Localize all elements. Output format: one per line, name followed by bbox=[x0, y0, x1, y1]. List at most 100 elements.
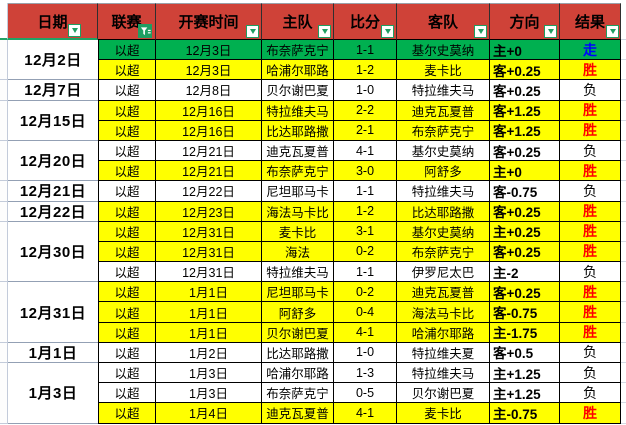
away-team-cell[interactable]: 海法马卡比 bbox=[397, 302, 490, 323]
handicap-direction-cell[interactable]: 客+0.25 bbox=[490, 282, 560, 303]
handicap-direction-cell[interactable]: 主+0 bbox=[490, 40, 560, 61]
kickoff-date-cell[interactable]: 1月3日 bbox=[156, 363, 262, 384]
result-cell[interactable]: 胜 bbox=[560, 120, 621, 141]
score-cell[interactable]: 0-4 bbox=[334, 302, 397, 323]
score-cell[interactable]: 1-1 bbox=[334, 40, 397, 61]
date-cell[interactable]: 12月15日 bbox=[8, 100, 98, 141]
league-cell[interactable]: 以超 bbox=[98, 120, 156, 141]
result-cell[interactable]: 负 bbox=[560, 80, 621, 101]
column-header-league[interactable]: 联赛 bbox=[98, 3, 156, 40]
handicap-direction-cell[interactable]: 客+0.25 bbox=[490, 241, 560, 263]
away-team-cell[interactable]: 阿舒多 bbox=[397, 161, 490, 182]
home-team-cell[interactable]: 比达耶路撒 bbox=[262, 342, 334, 363]
score-cell[interactable]: 0-2 bbox=[334, 282, 397, 303]
home-team-cell[interactable]: 海法马卡比 bbox=[262, 201, 334, 222]
column-header-home-team[interactable]: 主队 bbox=[262, 3, 334, 40]
handicap-direction-cell[interactable]: 主+0.25 bbox=[490, 221, 560, 242]
home-team-cell[interactable]: 比达耶路撒 bbox=[262, 120, 334, 141]
home-team-cell[interactable]: 布奈萨克宁 bbox=[262, 383, 334, 404]
away-team-cell[interactable]: 基尔史莫纳 bbox=[397, 221, 490, 242]
score-cell[interactable]: 1-2 bbox=[334, 201, 397, 222]
result-cell[interactable]: 走 bbox=[560, 40, 621, 61]
league-cell[interactable]: 以超 bbox=[98, 322, 156, 343]
kickoff-date-cell[interactable]: 12月16日 bbox=[156, 120, 262, 141]
home-team-cell[interactable]: 尼坦耶马卡 bbox=[262, 181, 334, 202]
column-header-score[interactable]: 比分 bbox=[334, 3, 397, 40]
date-cell[interactable]: 12月2日 bbox=[8, 40, 98, 81]
away-team-cell[interactable]: 麦卡比 bbox=[397, 403, 490, 424]
score-cell[interactable]: 1-3 bbox=[334, 363, 397, 384]
handicap-direction-cell[interactable]: 客+0.25 bbox=[490, 201, 560, 222]
score-cell[interactable]: 3-0 bbox=[334, 161, 397, 182]
league-cell[interactable]: 以超 bbox=[98, 282, 156, 303]
column-header-kickoff-time[interactable]: 开赛时间 bbox=[156, 3, 262, 40]
score-cell[interactable]: 2-2 bbox=[334, 100, 397, 121]
kickoff-date-cell[interactable]: 1月2日 bbox=[156, 342, 262, 363]
kickoff-date-cell[interactable]: 12月31日 bbox=[156, 221, 262, 242]
filter-dropdown-icon[interactable] bbox=[544, 25, 557, 38]
home-team-cell[interactable]: 哈浦尔耶路 bbox=[262, 60, 334, 81]
score-cell[interactable]: 3-1 bbox=[334, 221, 397, 242]
filter-dropdown-icon[interactable] bbox=[474, 25, 487, 38]
handicap-direction-cell[interactable]: 客-0.75 bbox=[490, 181, 560, 202]
away-team-cell[interactable]: 基尔史莫纳 bbox=[397, 40, 490, 61]
home-team-cell[interactable]: 海法 bbox=[262, 241, 334, 263]
filter-dropdown-icon[interactable] bbox=[606, 25, 619, 38]
score-cell[interactable]: 0-5 bbox=[334, 383, 397, 404]
date-cell[interactable]: 12月7日 bbox=[8, 80, 98, 101]
result-cell[interactable]: 负 bbox=[560, 181, 621, 202]
result-cell[interactable]: 胜 bbox=[560, 282, 621, 303]
away-team-cell[interactable]: 特拉维夫夏 bbox=[397, 342, 490, 363]
date-cell[interactable]: 12月20日 bbox=[8, 140, 98, 182]
handicap-direction-cell[interactable]: 主+1.25 bbox=[490, 383, 560, 404]
kickoff-date-cell[interactable]: 12月16日 bbox=[156, 100, 262, 121]
away-team-cell[interactable]: 伊罗尼太巴 bbox=[397, 262, 490, 283]
league-cell[interactable]: 以超 bbox=[98, 262, 156, 283]
date-cell[interactable]: 12月30日 bbox=[8, 221, 98, 283]
away-team-cell[interactable]: 比达耶路撒 bbox=[397, 201, 490, 222]
handicap-direction-cell[interactable]: 主-0.75 bbox=[490, 403, 560, 424]
handicap-direction-cell[interactable]: 客+1.25 bbox=[490, 100, 560, 121]
filter-funnel-icon[interactable] bbox=[138, 24, 152, 38]
result-cell[interactable]: 胜 bbox=[560, 100, 621, 121]
kickoff-date-cell[interactable]: 12月31日 bbox=[156, 262, 262, 283]
handicap-direction-cell[interactable]: 主-1.75 bbox=[490, 322, 560, 343]
handicap-direction-cell[interactable]: 客+0.5 bbox=[490, 342, 560, 363]
handicap-direction-cell[interactable]: 客+1.25 bbox=[490, 120, 560, 141]
league-cell[interactable]: 以超 bbox=[98, 221, 156, 242]
result-cell[interactable]: 负 bbox=[560, 140, 621, 162]
league-cell[interactable]: 以超 bbox=[98, 302, 156, 323]
away-team-cell[interactable]: 基尔史莫纳 bbox=[397, 140, 490, 162]
result-cell[interactable]: 胜 bbox=[560, 403, 621, 424]
score-cell[interactable]: 1-2 bbox=[334, 60, 397, 81]
date-cell[interactable]: 1月3日 bbox=[8, 363, 98, 424]
kickoff-date-cell[interactable]: 12月3日 bbox=[156, 60, 262, 81]
score-cell[interactable]: 4-1 bbox=[334, 403, 397, 424]
home-team-cell[interactable]: 迪克瓦夏普 bbox=[262, 140, 334, 162]
result-cell[interactable]: 胜 bbox=[560, 302, 621, 323]
column-header-direction[interactable]: 方向 bbox=[490, 3, 560, 40]
away-team-cell[interactable]: 迪克瓦夏普 bbox=[397, 100, 490, 121]
score-cell[interactable]: 4-1 bbox=[334, 322, 397, 343]
away-team-cell[interactable]: 特拉维夫马 bbox=[397, 80, 490, 101]
home-team-cell[interactable]: 哈浦尔耶路 bbox=[262, 363, 334, 384]
away-team-cell[interactable]: 哈浦尔耶路 bbox=[397, 322, 490, 343]
result-cell[interactable]: 胜 bbox=[560, 322, 621, 343]
column-header-away-team[interactable]: 客队 bbox=[397, 3, 490, 40]
result-cell[interactable]: 负 bbox=[560, 342, 621, 363]
column-header-result[interactable]: 结果 bbox=[560, 3, 621, 40]
handicap-direction-cell[interactable]: 客+0.25 bbox=[490, 80, 560, 101]
date-cell[interactable]: 12月31日 bbox=[8, 282, 98, 343]
handicap-direction-cell[interactable]: 主+1.25 bbox=[490, 363, 560, 384]
home-team-cell[interactable]: 贝尔谢巴夏 bbox=[262, 322, 334, 343]
handicap-direction-cell[interactable]: 主+0 bbox=[490, 161, 560, 182]
kickoff-date-cell[interactable]: 12月21日 bbox=[156, 140, 262, 162]
handicap-direction-cell[interactable]: 客+0.25 bbox=[490, 60, 560, 81]
league-cell[interactable]: 以超 bbox=[98, 241, 156, 263]
league-cell[interactable]: 以超 bbox=[98, 342, 156, 363]
kickoff-date-cell[interactable]: 1月1日 bbox=[156, 322, 262, 343]
league-cell[interactable]: 以超 bbox=[98, 60, 156, 81]
date-cell[interactable]: 12月21日 bbox=[8, 181, 98, 202]
home-team-cell[interactable]: 布奈萨克宁 bbox=[262, 40, 334, 61]
score-cell[interactable]: 4-1 bbox=[334, 140, 397, 162]
